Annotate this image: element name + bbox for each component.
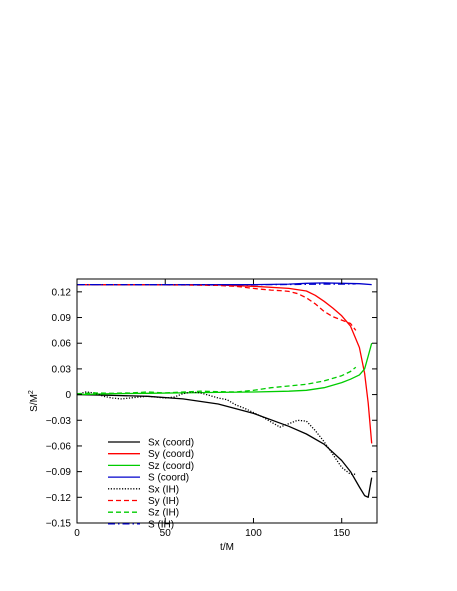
y-tick-label: 0.12 (52, 287, 72, 298)
x-tick-label: 150 (333, 528, 350, 539)
series-line-0 (76, 393, 373, 498)
y-tick-label: 0.06 (52, 339, 72, 350)
x-tick-label: 50 (160, 528, 172, 539)
y-tick-label: −0.15 (46, 519, 72, 530)
x-axis: 0 50 100 150 (74, 279, 350, 539)
y-tick-label: −0.03 (46, 416, 72, 427)
legend-label: Sz (IH) (148, 508, 179, 519)
legend-label: Sy (coord) (148, 449, 194, 460)
x-tick-label: 100 (245, 528, 262, 539)
x-axis-label: t/M (220, 542, 234, 553)
series-line-4 (76, 391, 356, 475)
y-tick-label: −0.06 (46, 441, 72, 452)
y-tick-label: 0.03 (52, 364, 72, 375)
legend: Sx (coord)Sy (coord)Sz (coord)S (coord)S… (108, 438, 194, 530)
series-line-6 (76, 366, 357, 395)
y-tick-label: 0.09 (52, 313, 72, 324)
legend-label: S (coord) (148, 473, 189, 484)
y-axis-label: S/M2 (28, 390, 40, 412)
legend-label: S (IH) (148, 519, 174, 530)
series-line-5 (76, 283, 357, 331)
legend-label: Sy (IH) (148, 496, 179, 507)
y-axis: −0.15 −0.12 −0.09 −0.06 −0.03 0 0.03 0.06 0.09 0.… (46, 287, 377, 530)
legend-label: Sz (coord) (148, 461, 194, 472)
plot-frame (76, 278, 378, 524)
y-tick-label: −0.09 (46, 467, 72, 478)
series-line-7 (77, 283, 356, 286)
legend-label: Sx (coord) (148, 438, 194, 449)
plot-lines (76, 282, 373, 498)
y-tick-label: 0 (65, 390, 71, 401)
x-tick-label: 0 (74, 528, 80, 539)
y-tick-label: −0.12 (46, 493, 72, 504)
series-line-1 (76, 283, 373, 444)
legend-label: Sx (IH) (148, 484, 179, 495)
series-line-2 (76, 343, 373, 396)
